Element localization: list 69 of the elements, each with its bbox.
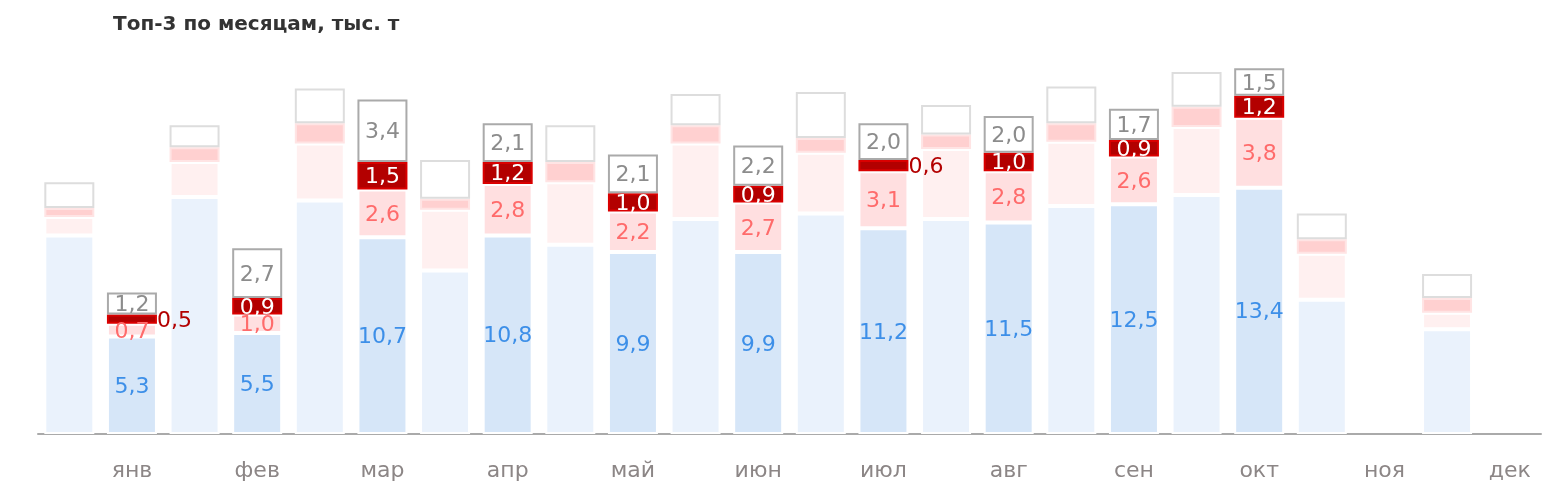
- x-tick-label: фев: [234, 456, 280, 482]
- data-label: 2,7: [740, 214, 776, 240]
- data-label: 1,7: [1116, 111, 1152, 137]
- x-tick-label: сен: [1113, 456, 1154, 482]
- bar: [44, 182, 95, 208]
- data-label: 3,1: [865, 187, 901, 213]
- data-label: 3,4: [364, 118, 400, 144]
- x-tick-label: май: [610, 456, 656, 482]
- chart-title: Топ-3 по месяцам, тыс. т: [113, 11, 400, 35]
- data-label: 0,7: [114, 317, 150, 343]
- data-label: 3,8: [1241, 140, 1277, 166]
- x-tick-label: янв: [111, 456, 153, 482]
- data-label: 1,5: [1241, 69, 1277, 95]
- x-tick-label: дек: [1488, 456, 1531, 482]
- bar: [670, 93, 721, 126]
- bar: [357, 99, 408, 162]
- data-label: 10,7: [357, 323, 407, 349]
- x-tick-label: окт: [1239, 456, 1280, 482]
- data-label: 1,2: [1241, 94, 1277, 120]
- bar: [858, 160, 909, 172]
- data-label: 10,8: [483, 322, 533, 348]
- bar: [1422, 274, 1473, 298]
- x-tick-label: июн: [734, 456, 782, 482]
- data-label: 9,9: [740, 330, 776, 356]
- bar: [420, 160, 471, 199]
- x-tick-label: ноя: [1363, 456, 1405, 482]
- bar: [1046, 86, 1097, 124]
- data-label: 2,1: [490, 130, 526, 156]
- data-label: 13,4: [1234, 298, 1284, 324]
- x-tick-label: авг: [989, 456, 1028, 482]
- data-label: 12,5: [1109, 306, 1159, 332]
- data-label: 2,1: [615, 161, 651, 187]
- x-tick-label: апр: [486, 456, 529, 482]
- x-tick-label: июл: [859, 456, 907, 482]
- data-label: 9,9: [615, 330, 651, 356]
- data-label: 11,2: [858, 318, 908, 344]
- data-label: 2,0: [991, 121, 1027, 147]
- data-label: 2,7: [239, 260, 275, 286]
- data-label: 2,2: [615, 219, 651, 245]
- bar: [1296, 213, 1347, 240]
- bar: [294, 88, 345, 124]
- data-label: 0,6: [908, 153, 944, 179]
- bar: [232, 248, 283, 298]
- data-label: 2,6: [1116, 167, 1152, 193]
- data-label: 5,3: [114, 372, 150, 398]
- data-label: 0,9: [740, 181, 776, 207]
- data-label: 1,2: [114, 291, 150, 316]
- bar: [169, 125, 220, 148]
- data-label: 11,5: [984, 315, 1034, 341]
- data-label: 2,8: [490, 197, 526, 223]
- bar: [106, 314, 157, 324]
- bar: [482, 123, 533, 162]
- bar: [1171, 71, 1222, 107]
- bar: [545, 125, 596, 162]
- bar: [795, 92, 846, 139]
- data-label: 1,5: [364, 163, 400, 189]
- data-label: 0,5: [156, 306, 192, 332]
- data-label: 5,5: [239, 370, 275, 396]
- data-label: 0,9: [1116, 135, 1152, 161]
- data-label: 2,0: [865, 129, 901, 155]
- data-label: 1,2: [490, 160, 526, 186]
- data-label: 1,0: [991, 149, 1027, 175]
- data-label: 1,0: [615, 189, 651, 215]
- data-label: 2,6: [364, 200, 400, 226]
- x-tick-label: мар: [360, 456, 405, 482]
- bar: [921, 104, 972, 135]
- data-label: 2,2: [740, 153, 776, 179]
- bar: [733, 145, 784, 186]
- data-label: 2,8: [991, 184, 1027, 210]
